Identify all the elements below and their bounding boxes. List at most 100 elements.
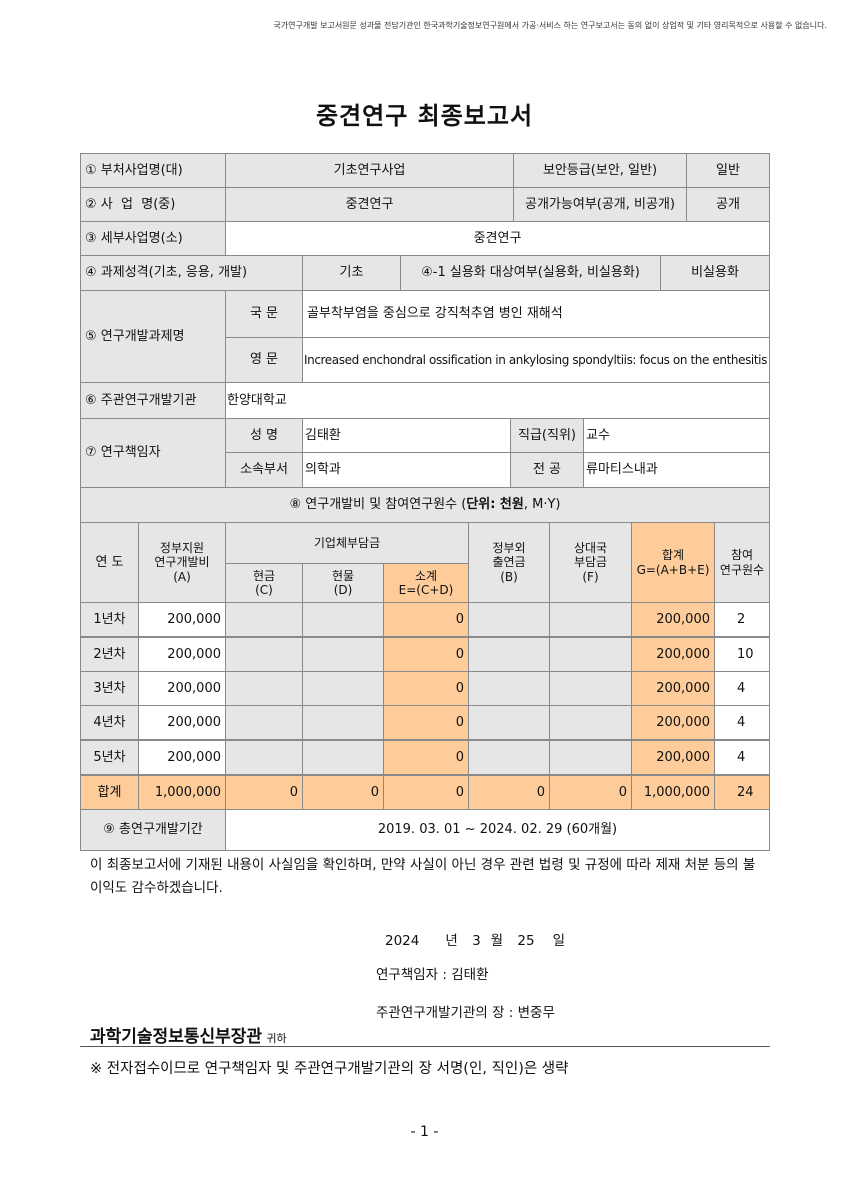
header-total: 합계 G=(A+B+E): [631, 522, 715, 603]
cell-gov: 200,000: [138, 671, 226, 706]
value-security: 일반: [686, 153, 770, 188]
cell-year: 5년차: [80, 740, 139, 775]
date-day-unit: 일: [552, 933, 565, 949]
cell-year: 1년차: [80, 602, 139, 637]
cell-nongov: [468, 637, 550, 672]
cell-cash: [225, 740, 303, 775]
header-in-kind: 현물 (D): [302, 563, 384, 603]
date-year: 2024: [385, 933, 420, 949]
value-commercialization: 비실용화: [660, 255, 770, 291]
cell-subtotal: 0: [383, 775, 469, 810]
cell-total: 200,000: [631, 671, 715, 706]
cell-kind: [302, 602, 384, 637]
date-month-unit: 월: [490, 933, 504, 949]
header-nongov: 정부외 출연금 (B): [468, 522, 550, 603]
cell-cash: [225, 637, 303, 672]
cell-cash: [225, 705, 303, 740]
value-title-english: Increased enchondral ossification in ank…: [302, 337, 770, 383]
cell-nongov: [468, 671, 550, 706]
cell-nongov: [468, 740, 550, 775]
cell-total: 1,000,000: [631, 775, 715, 810]
label-program: ② 사 업 명(중): [80, 187, 226, 222]
recipient-suffix: 귀하: [266, 1032, 287, 1045]
value-major: 류마티스내과: [583, 452, 770, 488]
header-cash: 현금 (C): [225, 563, 303, 603]
cell-total: 200,000: [631, 740, 715, 775]
label-subprogram: ③ 세부사업명(소): [80, 221, 226, 256]
budget-title-prefix: ⑧ 연구개발비 및 참여연구원수 (: [289, 497, 467, 513]
page-number: - 1 -: [410, 1124, 439, 1140]
signer-pi: 연구책임자 : 김태환: [376, 967, 489, 983]
value-ministry-program: 기초연구사업: [225, 153, 514, 188]
header-researchers: 참여 연구원수: [714, 522, 770, 603]
label-name: 성 명: [225, 418, 303, 453]
cell-gov: 200,000: [138, 602, 226, 637]
recipient-name: 과학기술정보통신부장관: [90, 1027, 263, 1047]
value-title-korean: 골부착부염을 중심으로 강직척추염 병인 재해석: [302, 290, 770, 338]
cell-subtotal: 0: [383, 637, 469, 672]
cell-researchers: 24: [714, 775, 770, 810]
date-month: 3: [472, 933, 481, 949]
cell-researchers: 2: [714, 602, 770, 637]
label-security: 보안등급(보안, 일반): [513, 153, 687, 188]
date-day: 25: [517, 933, 535, 949]
header-year: 연 도: [80, 522, 139, 603]
divider: [80, 1046, 770, 1047]
cell-cash: 0: [225, 775, 303, 810]
label-period: ⑨ 총연구개발기간: [80, 809, 226, 851]
cell-year: 합계: [80, 775, 139, 810]
cell-nongov: [468, 705, 550, 740]
cell-nongov: [468, 602, 550, 637]
copyright-notice: 국가연구개발 보고서원문 성과물 전담기관인 한국과학기술정보연구원에서 가공·…: [273, 21, 827, 30]
cell-partner: [549, 671, 632, 706]
cell-total: 200,000: [631, 637, 715, 672]
date-year-unit: 년: [445, 933, 458, 949]
label-project-title: ⑤ 연구개발과제명: [80, 290, 226, 383]
cell-subtotal: 0: [383, 740, 469, 775]
cell-researchers: 4: [714, 671, 770, 706]
value-name: 김태환: [302, 418, 511, 453]
label-disclosure: 공개가능여부(공개, 비공개): [513, 187, 687, 222]
cell-kind: 0: [302, 775, 384, 810]
page-title: 중견연구 최종보고서: [315, 102, 534, 130]
value-program: 중견연구: [225, 187, 514, 222]
cell-gov: 200,000: [138, 637, 226, 672]
cell-gov: 200,000: [138, 740, 226, 775]
cell-year: 4년차: [80, 705, 139, 740]
cell-partner: [549, 602, 632, 637]
cell-partner: [549, 740, 632, 775]
value-department: 의학과: [302, 452, 511, 488]
cell-total: 200,000: [631, 705, 715, 740]
signer-head: 주관연구개발기관의 장 : 변중무: [376, 1005, 555, 1021]
cell-partner: 0: [549, 775, 632, 810]
value-subprogram: 중견연구: [225, 221, 770, 256]
cell-gov: 200,000: [138, 705, 226, 740]
cell-kind: [302, 705, 384, 740]
header-company: 기업체부담금: [225, 522, 469, 564]
footnote: ※ 전자접수이므로 연구책임자 및 주관연구개발기관의 장 서명(인, 직인)은…: [90, 1061, 569, 1077]
cell-kind: [302, 637, 384, 672]
budget-title-unit: 단위: 천원: [466, 497, 524, 513]
label-major: 전 공: [510, 452, 584, 488]
recipient: 과학기술정보통신부장관 귀하: [90, 1022, 287, 1047]
cell-cash: [225, 671, 303, 706]
cell-kind: [302, 740, 384, 775]
label-pi: ⑦ 연구책임자: [80, 418, 226, 488]
cell-nongov: 0: [468, 775, 550, 810]
label-ministry-program: ① 부처사업명(대): [80, 153, 226, 188]
cell-kind: [302, 671, 384, 706]
cell-subtotal: 0: [383, 671, 469, 706]
budget-title: ⑧ 연구개발비 및 참여연구원수 (단위: 천원, M·Y): [80, 487, 770, 523]
label-title-korean: 국 문: [225, 290, 303, 338]
value-disclosure: 공개: [686, 187, 770, 222]
value-project-type: 기초: [302, 255, 401, 291]
label-rank: 직급(직위): [510, 418, 584, 453]
cell-cash: [225, 602, 303, 637]
label-commercialization: ④-1 실용화 대상여부(실용화, 비실용화): [400, 255, 661, 291]
cell-subtotal: 0: [383, 602, 469, 637]
label-department: 소속부서: [225, 452, 303, 488]
cell-researchers: 4: [714, 740, 770, 775]
cell-gov: 1,000,000: [138, 775, 226, 810]
declaration: 이 최종보고서에 기재된 내용이 사실임을 확인하며, 만약 사실이 아닌 경우…: [90, 857, 756, 896]
